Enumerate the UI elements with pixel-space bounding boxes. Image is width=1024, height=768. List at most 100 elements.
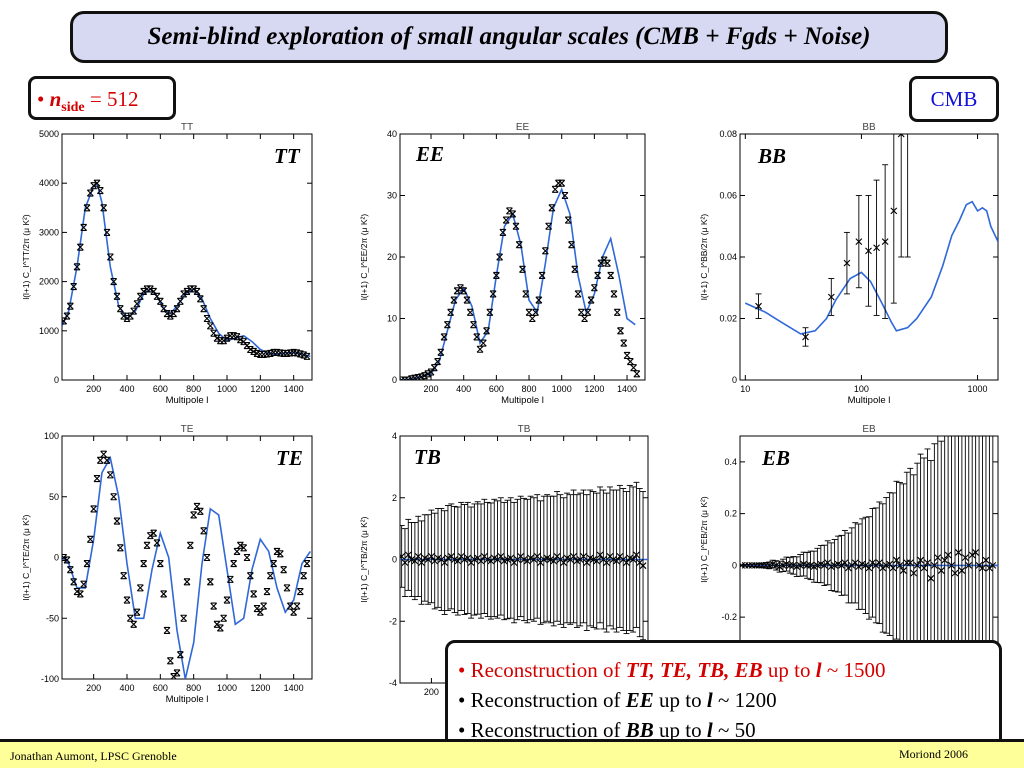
data-marker	[73, 263, 81, 271]
data-marker	[100, 204, 108, 212]
data-point	[951, 436, 959, 643]
x-tick-label: 1200	[584, 384, 604, 394]
data-point	[855, 523, 863, 610]
data-marker	[865, 564, 873, 572]
data-marker	[470, 321, 477, 329]
model-curve	[744, 200, 998, 335]
data-marker	[263, 350, 271, 358]
x-tick-label: 1400	[617, 384, 637, 394]
data-point	[230, 560, 238, 568]
data-point	[160, 305, 168, 313]
data-marker	[906, 559, 914, 567]
data-marker	[447, 308, 455, 316]
data-marker	[93, 474, 101, 483]
data-point	[246, 572, 254, 580]
data-marker	[594, 271, 602, 279]
data-point	[486, 308, 494, 316]
data-point	[126, 312, 134, 320]
data-point	[223, 334, 231, 342]
data-marker	[266, 572, 274, 580]
data-point	[170, 673, 178, 679]
data-marker	[190, 285, 198, 293]
data-point	[512, 222, 520, 230]
data-marker	[862, 561, 869, 569]
data-marker	[879, 564, 887, 572]
data-point	[106, 253, 114, 261]
data-marker	[489, 290, 497, 298]
data-point	[820, 544, 828, 587]
bb-plot: BB BB 0 0.02 0.04 0.06 0.08 10 100 1000 Multipole …	[699, 122, 999, 406]
nside-var: n	[49, 87, 62, 111]
data-point	[120, 572, 128, 580]
data-point	[513, 498, 521, 621]
data-point	[146, 532, 154, 540]
data-marker	[580, 553, 587, 560]
data-point	[522, 290, 530, 298]
data-point	[563, 492, 571, 624]
data-point	[824, 540, 832, 586]
data-point	[869, 507, 876, 618]
y-tick-label: 0	[54, 375, 59, 385]
plot-area	[744, 134, 998, 347]
x-axis-label: Multipole l	[166, 395, 209, 406]
data-marker	[166, 312, 174, 320]
data-point	[538, 271, 546, 279]
data-point	[541, 247, 549, 255]
data-point	[476, 345, 484, 353]
data-marker	[230, 560, 238, 568]
data-point	[126, 614, 134, 622]
data-point	[180, 290, 188, 298]
data-marker	[76, 590, 84, 598]
data-marker	[153, 292, 161, 300]
data-point	[606, 486, 614, 627]
y-axis-label: l(l+1) C_l^EB/2π (μ K²)	[699, 496, 709, 582]
data-marker	[604, 259, 611, 267]
data-point	[903, 471, 911, 643]
data-point	[176, 651, 184, 659]
data-marker	[934, 554, 942, 562]
nside-bullet: •	[37, 87, 45, 111]
data-marker	[564, 216, 572, 224]
data-marker	[66, 566, 74, 574]
note-3-mid: up to	[653, 718, 707, 742]
data-point	[800, 551, 808, 577]
data-point	[146, 285, 154, 293]
data-marker	[755, 302, 762, 310]
note-1-bullet: •	[458, 658, 466, 682]
data-marker	[63, 556, 71, 564]
data-marker	[408, 556, 415, 563]
data-point	[140, 287, 148, 295]
y-axis-label: l(l+1) C_l^TT/2π (μ K²)	[21, 214, 31, 300]
plot-title: EB	[862, 424, 876, 435]
data-point	[186, 541, 194, 549]
data-marker	[300, 351, 308, 359]
data-point	[183, 578, 191, 586]
data-marker	[551, 185, 559, 193]
data-marker	[62, 553, 68, 562]
data-point	[490, 498, 498, 618]
data-marker	[233, 333, 241, 341]
data-point	[958, 436, 966, 643]
data-point	[590, 284, 598, 292]
data-point	[889, 492, 897, 643]
data-marker	[418, 559, 425, 566]
data-marker	[120, 312, 128, 320]
plot-frame	[61, 435, 313, 680]
data-point	[100, 450, 108, 458]
data-point	[453, 287, 461, 295]
data-point	[73, 263, 81, 271]
data-marker	[490, 554, 498, 562]
data-marker	[223, 596, 231, 604]
data-point	[573, 494, 581, 628]
x-tick-label: 1000	[968, 384, 988, 394]
data-point	[543, 494, 551, 622]
cmb-label: CMB	[930, 86, 978, 111]
data-point	[133, 300, 141, 308]
data-point	[303, 560, 311, 568]
data-marker	[900, 567, 907, 574]
data-point	[236, 541, 244, 549]
data-point	[166, 657, 174, 665]
data-marker	[210, 329, 218, 337]
data-point	[250, 590, 258, 598]
data-point	[80, 223, 88, 232]
